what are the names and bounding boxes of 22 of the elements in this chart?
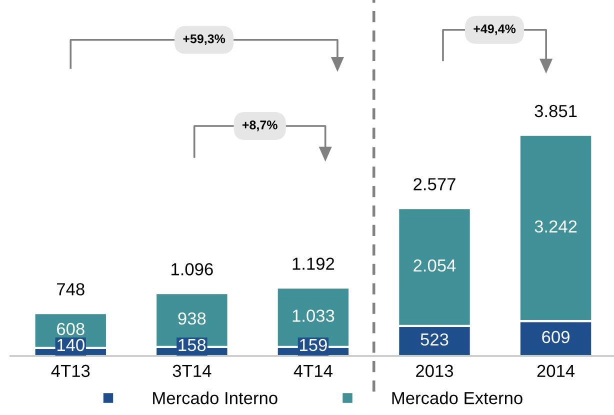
data-label: 938 (178, 312, 206, 325)
x-tick-label: 4T14 (294, 364, 332, 377)
total-label: 748 (57, 283, 84, 296)
data-label: 609 (542, 330, 570, 344)
x-tick-label: 3T14 (172, 364, 212, 378)
total-label: 3.851 (534, 104, 577, 118)
data-label: 523 (420, 333, 448, 346)
x-tick-label: 2014 (537, 364, 575, 378)
data-label: 608 (57, 322, 84, 336)
text: +8,7% (242, 120, 278, 132)
total-label: 2.577 (414, 178, 456, 190)
x-tick-label: 4T13 (51, 364, 90, 378)
data-label: 2.054 (414, 259, 456, 272)
text: +59,3% (183, 34, 226, 46)
legend-label: Mercado Interno (153, 391, 278, 404)
total-label: 1.096 (172, 263, 213, 276)
legend-label: Mercado Externo (392, 391, 522, 404)
x-tick-label: 2013 (416, 364, 454, 378)
data-label: 3.242 (534, 220, 577, 233)
data-label: 1.033 (292, 310, 334, 322)
text: +49,4% (474, 24, 516, 36)
total-label: 1.192 (292, 258, 334, 270)
